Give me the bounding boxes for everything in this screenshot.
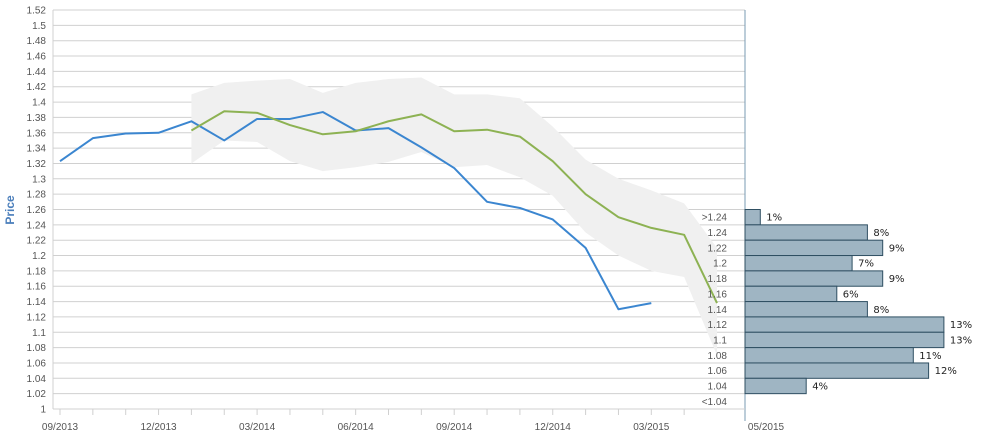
histogram-category-label: 1.1 — [713, 335, 727, 346]
y-tick-label: 1.1 — [32, 328, 46, 339]
y-axis-label: Price — [3, 195, 17, 225]
y-tick-label: 1.14 — [27, 297, 47, 308]
y-tick-label: 1.48 — [27, 36, 47, 47]
y-tick-label: 1.18 — [27, 266, 47, 277]
y-tick-label: 1.16 — [27, 282, 47, 293]
x-tick-label: 12/2013 — [140, 422, 177, 433]
histogram-label-bg — [839, 287, 866, 301]
y-tick-label: 1.32 — [27, 159, 47, 170]
histogram-value-label: 6% — [843, 289, 859, 300]
y-tick-label: 1 — [40, 405, 46, 416]
histogram-label-bg — [916, 348, 943, 362]
x-tick-label: 06/2014 — [338, 422, 375, 433]
histogram-value-label: 9% — [889, 274, 905, 285]
histogram-category-label: >1.24 — [702, 213, 728, 224]
x-tick-label: 12/2014 — [535, 422, 572, 433]
histogram-bar — [744, 331, 945, 349]
y-tick-label: 1.28 — [27, 190, 47, 201]
histogram-category-label: 1.06 — [708, 366, 728, 377]
y-tick-label: 1.34 — [27, 144, 47, 155]
histogram-value-label: 11% — [919, 351, 941, 362]
histogram-label-bg — [946, 318, 973, 332]
x-tick-labels: 09/2013 12/2013 03/2014 06/2014 09/2014 12/20… — [42, 409, 785, 433]
histogram-bar — [744, 347, 914, 364]
forecast-band-group — [191, 77, 717, 356]
y-tick-label: 1.46 — [27, 52, 47, 63]
y-tick-label: 1.52 — [27, 6, 47, 17]
histogram-bar — [744, 377, 807, 395]
histogram-label-bg — [763, 210, 790, 224]
histogram-category-label: 1.18 — [708, 274, 728, 285]
histogram-label-bg — [885, 241, 912, 255]
histogram-label-bg — [855, 256, 882, 270]
y-tick-label: 1.12 — [27, 312, 47, 323]
x-tick-label: 09/2014 — [436, 422, 473, 433]
histogram-value-label: 8% — [873, 305, 889, 316]
histogram-label-bg — [885, 272, 912, 286]
histogram-value-label: 13% — [950, 320, 972, 331]
histogram-category-label: 1.08 — [708, 351, 728, 362]
y-tick-label: 1.02 — [27, 389, 47, 400]
y-tick-labels: 1 1.02 1.04 1.06 1.08 1.1 1.12 1.14 1.16 1.18 1.2 1… — [27, 6, 47, 416]
y-tick-label: 1.3 — [32, 174, 46, 185]
histogram-value-label: 4% — [812, 381, 828, 392]
histogram-category-label: 1.24 — [708, 228, 728, 239]
histogram-bar — [744, 255, 853, 272]
histogram-value-label: 13% — [950, 335, 972, 346]
histogram-value-label: 7% — [858, 259, 874, 270]
histogram-category-label: 1.14 — [708, 305, 728, 316]
series-line-2 — [190, 110, 718, 304]
y-tick-label: 1.24 — [27, 220, 47, 231]
histogram-value-label: 8% — [873, 228, 889, 239]
x-tick-label: 03/2014 — [239, 422, 276, 433]
histogram-bar — [744, 270, 884, 287]
histogram-label-bg — [946, 333, 973, 347]
x-tick-label: 03/2015 — [633, 422, 670, 433]
y-tick-label: 1.04 — [27, 374, 47, 385]
y-tick-label: 1.42 — [27, 82, 47, 93]
y-tick-label: 1.06 — [27, 358, 47, 369]
histogram-category-label: 1.22 — [708, 243, 728, 254]
y-tick-label: 1.22 — [27, 236, 47, 247]
histogram: >1.24 1%1.24 8%1.22 9%1.2 7%1.18 9%1.16 6%1.14… — [702, 209, 973, 408]
y-tick-label: 1.44 — [27, 67, 47, 78]
histogram-bar — [744, 362, 930, 379]
histogram-value-label: 12% — [935, 366, 957, 377]
histogram-bar — [744, 316, 945, 333]
histogram-label-bg — [870, 226, 897, 240]
histogram-bar — [744, 285, 838, 303]
histogram-bar — [744, 209, 761, 226]
histogram-category-label: 1.16 — [708, 289, 728, 300]
y-tick-label: 1.38 — [27, 113, 47, 124]
histogram-bar — [744, 301, 868, 318]
y-tick-label: 1.4 — [32, 98, 46, 109]
histogram-value-label: 9% — [889, 243, 905, 254]
histogram-label-bg — [931, 364, 958, 378]
y-tick-label: 1.36 — [27, 128, 47, 139]
histogram-label-bg — [870, 302, 897, 316]
y-tick-label: 1.26 — [27, 205, 47, 216]
forecast-band — [191, 77, 717, 356]
histogram-category-label: <1.04 — [702, 397, 728, 408]
histogram-bar — [744, 224, 868, 241]
x-tick-label: 05/2015 — [748, 422, 785, 433]
y-tick-label: 1.5 — [32, 21, 46, 32]
histogram-label-bg — [809, 379, 836, 393]
series-lines — [59, 110, 718, 311]
y-tick-label: 1.08 — [27, 343, 47, 354]
histogram-value-label: 1% — [766, 213, 782, 224]
histogram-bar — [744, 239, 884, 257]
histogram-category-label: 1.12 — [708, 320, 728, 331]
histogram-category-label: 1.04 — [708, 381, 728, 392]
x-tick-label: 09/2013 — [42, 422, 79, 433]
histogram-category-label: 1.2 — [713, 259, 727, 270]
y-tick-label: 1.2 — [32, 251, 46, 262]
